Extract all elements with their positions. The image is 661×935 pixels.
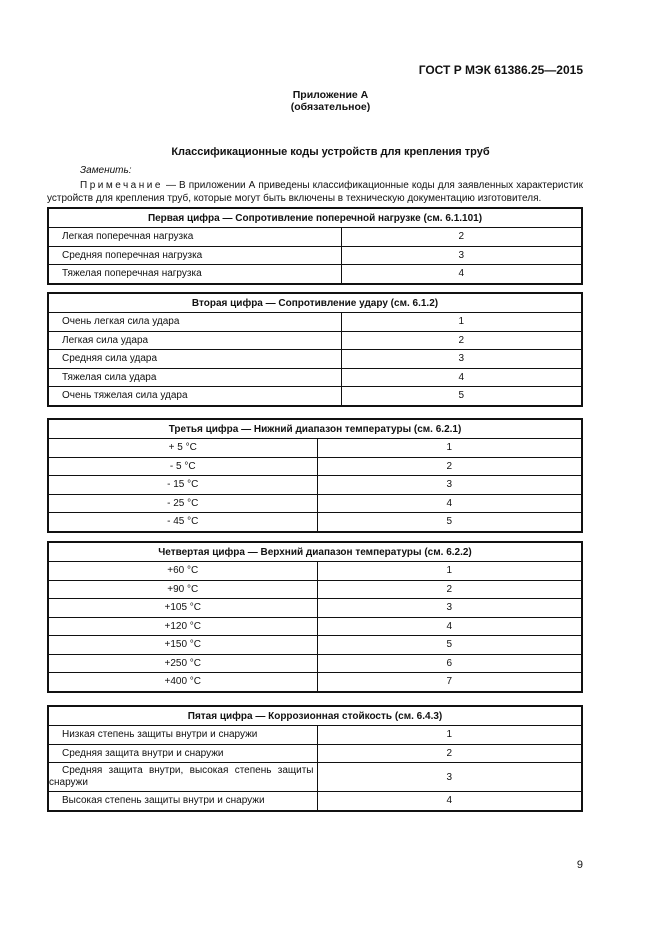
code-cell: 4 (316, 493, 583, 513)
table-row: + 5 °C 1 (47, 438, 583, 458)
document-code: ГОСТ Р МЭК 61386.25—2015 (418, 63, 583, 77)
table-header-row: Третья цифра — Нижний диапазон температу… (47, 418, 583, 439)
code-cell: 3 (316, 762, 583, 792)
characteristic-cell: - 15 °C (47, 475, 318, 495)
characteristic-cell: Тяжелая поперечная нагрузка (47, 264, 342, 285)
table-row: - 15 °C 3 (47, 475, 583, 495)
table-row: +120 °C 4 (47, 616, 583, 636)
code-cell: 2 (340, 330, 583, 350)
characteristic-cell: Тяжелая сила удара (47, 367, 342, 387)
code-cell: 4 (316, 791, 583, 812)
characteristic-cell: Высокая степень защиты внутри и снаружи (47, 791, 318, 812)
code-cell: 1 (340, 312, 583, 332)
table-header-row: Вторая цифра — Сопротивление удару (см. … (47, 292, 583, 313)
classification-table-5: Пятая цифра — Коррозионная стойкость (см… (47, 705, 583, 812)
note-label: Примечание (80, 180, 163, 191)
code-cell: 5 (340, 386, 583, 407)
table-row: +400 °C 7 (47, 672, 583, 693)
table-row: - 45 °C 5 (47, 512, 583, 533)
code-cell: 2 (316, 743, 583, 763)
table-row: Низкая степень защиты внутри и снаружи 1 (47, 725, 583, 745)
characteristic-cell: Очень легкая сила удара (47, 312, 342, 332)
characteristic-cell: +90 °C (47, 579, 318, 599)
code-cell: 1 (316, 561, 583, 581)
annex-title: Приложение А (292, 89, 369, 101)
characteristic-cell: Средняя защита внутри, высокая степень з… (47, 762, 318, 792)
characteristic-cell: Легкая сила удара (47, 330, 342, 350)
characteristic-cell: +150 °C (47, 635, 318, 655)
table-header-row: Первая цифра — Сопротивление поперечной … (47, 207, 583, 228)
table-header-row: Четвертая цифра — Верхний диапазон темпе… (47, 541, 583, 562)
table-row: +90 °C 2 (47, 579, 583, 599)
code-cell: 5 (316, 635, 583, 655)
characteristic-cell: +400 °C (47, 672, 318, 693)
classification-table-4: Четвертая цифра — Верхний диапазон темпе… (47, 541, 583, 693)
characteristic-cell: Очень тяжелая сила удара (47, 386, 342, 407)
table-row: +105 °C 3 (47, 598, 583, 618)
characteristic-cell: - 45 °C (47, 512, 318, 533)
code-cell: 6 (316, 653, 583, 673)
classification-table-2: Вторая цифра — Сопротивление удару (см. … (47, 292, 583, 407)
note-text: — В приложении А приведены классификацио… (47, 180, 583, 204)
table-row: Тяжелая сила удара 4 (47, 367, 583, 387)
code-cell: 4 (316, 616, 583, 636)
table-row: Очень тяжелая сила удара 5 (47, 386, 583, 407)
table-header: Третья цифра — Нижний диапазон температу… (47, 418, 583, 439)
code-cell: 2 (316, 579, 583, 599)
table-row: Легкая сила удара 2 (47, 330, 583, 350)
characteristic-cell: Легкая поперечная нагрузка (47, 227, 342, 247)
table-header-row: Пятая цифра — Коррозионная стойкость (см… (47, 705, 583, 726)
table-row: Высокая степень защиты внутри и снаружи 4 (47, 791, 583, 812)
table-header: Первая цифра — Сопротивление поперечной … (47, 207, 583, 228)
page-number: 9 (576, 859, 583, 871)
characteristic-cell: + 5 °C (47, 438, 318, 458)
characteristic-cell: +60 °C (47, 561, 318, 581)
classification-table-3: Третья цифра — Нижний диапазон температу… (47, 418, 583, 533)
table-row: - 5 °C 2 (47, 456, 583, 476)
table-header: Пятая цифра — Коррозионная стойкость (см… (47, 705, 583, 726)
characteristic-cell: Низкая степень защиты внутри и снаружи (47, 725, 318, 745)
code-cell: 5 (316, 512, 583, 533)
table-row: +150 °C 5 (47, 635, 583, 655)
note-paragraph: Примечание — В приложении А приведены кл… (47, 180, 583, 205)
code-cell: 3 (316, 598, 583, 618)
code-cell: 1 (316, 438, 583, 458)
table-header: Вторая цифра — Сопротивление удару (см. … (47, 292, 583, 313)
code-cell: 3 (316, 475, 583, 495)
table-row: Легкая поперечная нагрузка 2 (47, 227, 583, 247)
characteristic-cell: +250 °C (47, 653, 318, 673)
code-cell: 3 (340, 245, 583, 265)
code-cell: 1 (316, 725, 583, 745)
characteristic-cell: - 5 °C (47, 456, 318, 476)
table-row: Средняя сила удара 3 (47, 349, 583, 369)
code-cell: 4 (340, 264, 583, 285)
characteristic-cell: - 25 °C (47, 493, 318, 513)
characteristic-cell: +105 °C (47, 598, 318, 618)
classification-table-1: Первая цифра — Сопротивление поперечной … (47, 207, 583, 285)
table-row: Очень легкая сила удара 1 (47, 312, 583, 332)
table-row: Средняя защита внутри и снаружи 2 (47, 743, 583, 763)
section-title: Классификационные коды устройств для кре… (171, 146, 490, 158)
table-row: Тяжелая поперечная нагрузка 4 (47, 264, 583, 285)
table-header: Четвертая цифра — Верхний диапазон темпе… (47, 541, 583, 562)
table-row: - 25 °C 4 (47, 493, 583, 513)
code-cell: 2 (340, 227, 583, 247)
code-cell: 4 (340, 367, 583, 387)
code-cell: 3 (340, 349, 583, 369)
characteristic-cell: Средняя защита внутри и снаружи (47, 743, 318, 763)
table-row: +250 °C 6 (47, 653, 583, 673)
code-cell: 7 (316, 672, 583, 693)
code-cell: 2 (316, 456, 583, 476)
table-row: Средняя защита внутри, высокая степень з… (47, 762, 583, 792)
characteristic-cell: Средняя поперечная нагрузка (47, 245, 342, 265)
annex-heading: Приложение А (обязательное) (0, 89, 661, 113)
table-row: +60 °C 1 (47, 561, 583, 581)
characteristic-cell: +120 °C (47, 616, 318, 636)
table-row: Средняя поперечная нагрузка 3 (47, 245, 583, 265)
characteristic-cell: Средняя сила удара (47, 349, 342, 369)
replace-label: Заменить: (80, 165, 132, 176)
annex-status: (обязательное) (290, 101, 371, 113)
